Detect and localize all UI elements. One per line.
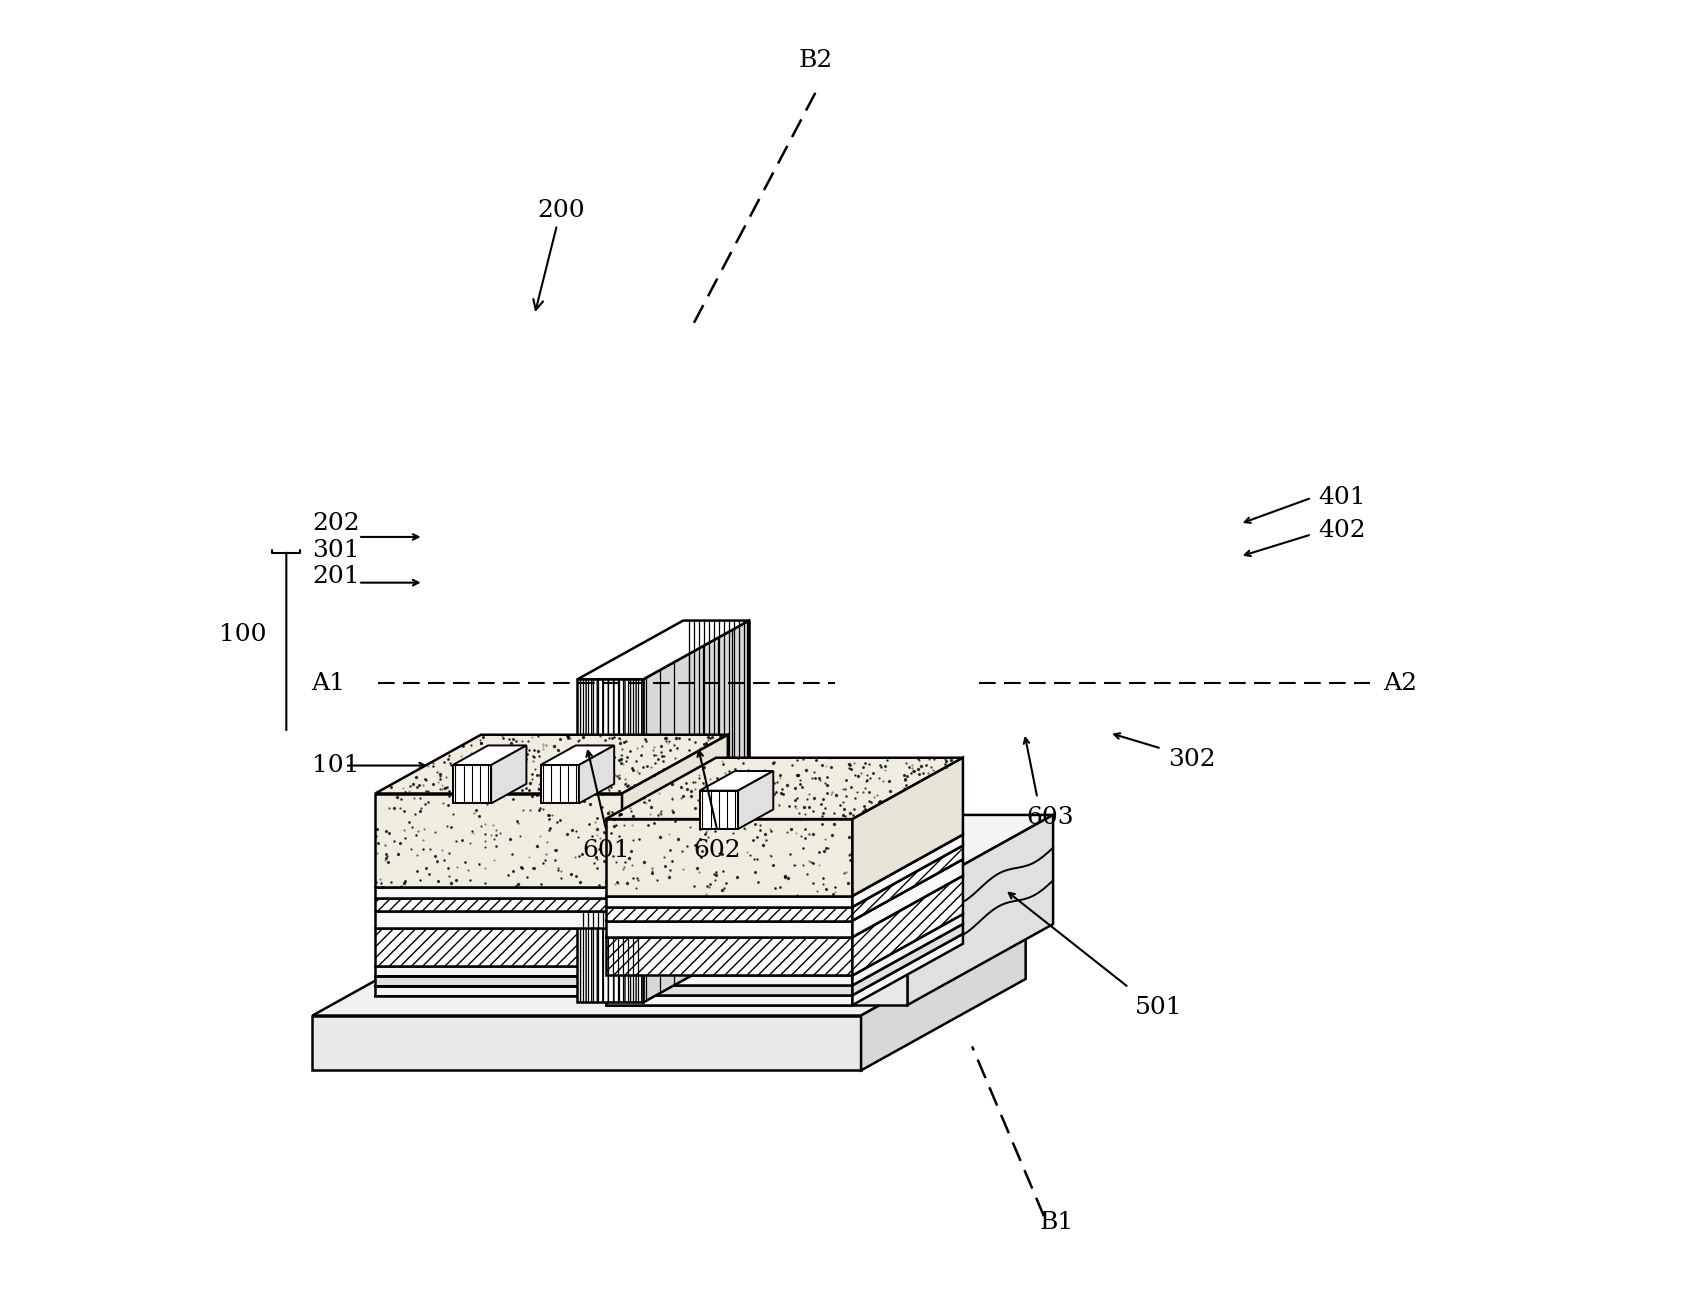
- Polygon shape: [375, 986, 622, 996]
- Text: 501: 501: [1135, 996, 1182, 1018]
- Polygon shape: [605, 995, 853, 1005]
- Text: 603: 603: [1026, 806, 1074, 830]
- Polygon shape: [605, 933, 963, 995]
- Polygon shape: [853, 846, 963, 920]
- Polygon shape: [541, 764, 578, 804]
- Polygon shape: [605, 986, 853, 995]
- Text: 602: 602: [694, 839, 741, 861]
- Polygon shape: [853, 835, 963, 907]
- Polygon shape: [375, 927, 728, 986]
- Polygon shape: [605, 835, 963, 895]
- Polygon shape: [700, 793, 773, 813]
- Polygon shape: [605, 975, 853, 986]
- Polygon shape: [312, 1016, 862, 1071]
- Polygon shape: [605, 819, 853, 895]
- Polygon shape: [605, 924, 963, 986]
- Polygon shape: [375, 907, 728, 966]
- Polygon shape: [622, 734, 728, 886]
- Polygon shape: [375, 734, 728, 793]
- Polygon shape: [853, 933, 963, 1005]
- Polygon shape: [862, 924, 1026, 1071]
- Text: 601: 601: [583, 839, 631, 861]
- Polygon shape: [853, 859, 963, 937]
- Text: A1: A1: [312, 672, 344, 695]
- Polygon shape: [375, 793, 622, 886]
- Polygon shape: [375, 829, 728, 886]
- Polygon shape: [541, 767, 614, 787]
- Text: 402: 402: [1318, 518, 1365, 542]
- Polygon shape: [605, 895, 853, 907]
- Polygon shape: [738, 771, 773, 829]
- Polygon shape: [375, 911, 622, 928]
- Polygon shape: [375, 869, 728, 928]
- Polygon shape: [622, 927, 728, 996]
- Polygon shape: [605, 920, 853, 937]
- Polygon shape: [578, 745, 614, 804]
- Text: 200: 200: [533, 199, 585, 310]
- Polygon shape: [375, 852, 728, 911]
- Polygon shape: [605, 937, 853, 975]
- Polygon shape: [375, 869, 728, 928]
- Polygon shape: [853, 876, 963, 975]
- Polygon shape: [605, 876, 963, 937]
- Polygon shape: [375, 898, 622, 911]
- Text: 301: 301: [312, 538, 360, 562]
- Polygon shape: [375, 918, 728, 977]
- Polygon shape: [622, 918, 728, 986]
- Polygon shape: [453, 764, 492, 804]
- Text: B2: B2: [799, 48, 833, 72]
- Text: A2: A2: [1384, 672, 1418, 695]
- Polygon shape: [683, 620, 750, 944]
- Polygon shape: [605, 895, 907, 1005]
- Polygon shape: [605, 758, 963, 819]
- Polygon shape: [375, 966, 622, 977]
- Polygon shape: [622, 829, 728, 898]
- Text: 202: 202: [312, 512, 360, 535]
- Polygon shape: [643, 620, 750, 1003]
- Polygon shape: [700, 771, 773, 791]
- Polygon shape: [375, 977, 622, 986]
- Text: 101: 101: [312, 754, 360, 778]
- Polygon shape: [907, 816, 1053, 1005]
- Polygon shape: [375, 928, 622, 966]
- Polygon shape: [853, 758, 963, 895]
- Polygon shape: [312, 924, 1026, 1016]
- Polygon shape: [622, 852, 728, 928]
- Text: 302: 302: [1169, 747, 1216, 771]
- Text: 401: 401: [1318, 486, 1365, 509]
- Polygon shape: [375, 839, 728, 898]
- Polygon shape: [577, 620, 750, 679]
- Polygon shape: [605, 846, 963, 907]
- Polygon shape: [453, 767, 526, 787]
- Polygon shape: [605, 914, 963, 975]
- Polygon shape: [492, 745, 526, 804]
- Polygon shape: [622, 907, 728, 977]
- Polygon shape: [577, 679, 643, 1003]
- Polygon shape: [622, 839, 728, 911]
- Polygon shape: [853, 924, 963, 995]
- Polygon shape: [605, 859, 963, 920]
- Polygon shape: [853, 914, 963, 986]
- Polygon shape: [375, 886, 622, 898]
- Polygon shape: [541, 745, 614, 764]
- Text: 100: 100: [219, 623, 266, 647]
- Text: 201: 201: [312, 564, 360, 588]
- Polygon shape: [453, 745, 526, 764]
- Polygon shape: [605, 907, 853, 920]
- Polygon shape: [622, 869, 728, 966]
- Polygon shape: [605, 816, 1053, 895]
- Text: B1: B1: [1040, 1211, 1074, 1234]
- Polygon shape: [700, 791, 738, 829]
